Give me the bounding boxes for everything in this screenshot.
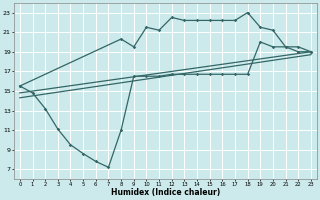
X-axis label: Humidex (Indice chaleur): Humidex (Indice chaleur) (111, 188, 220, 197)
